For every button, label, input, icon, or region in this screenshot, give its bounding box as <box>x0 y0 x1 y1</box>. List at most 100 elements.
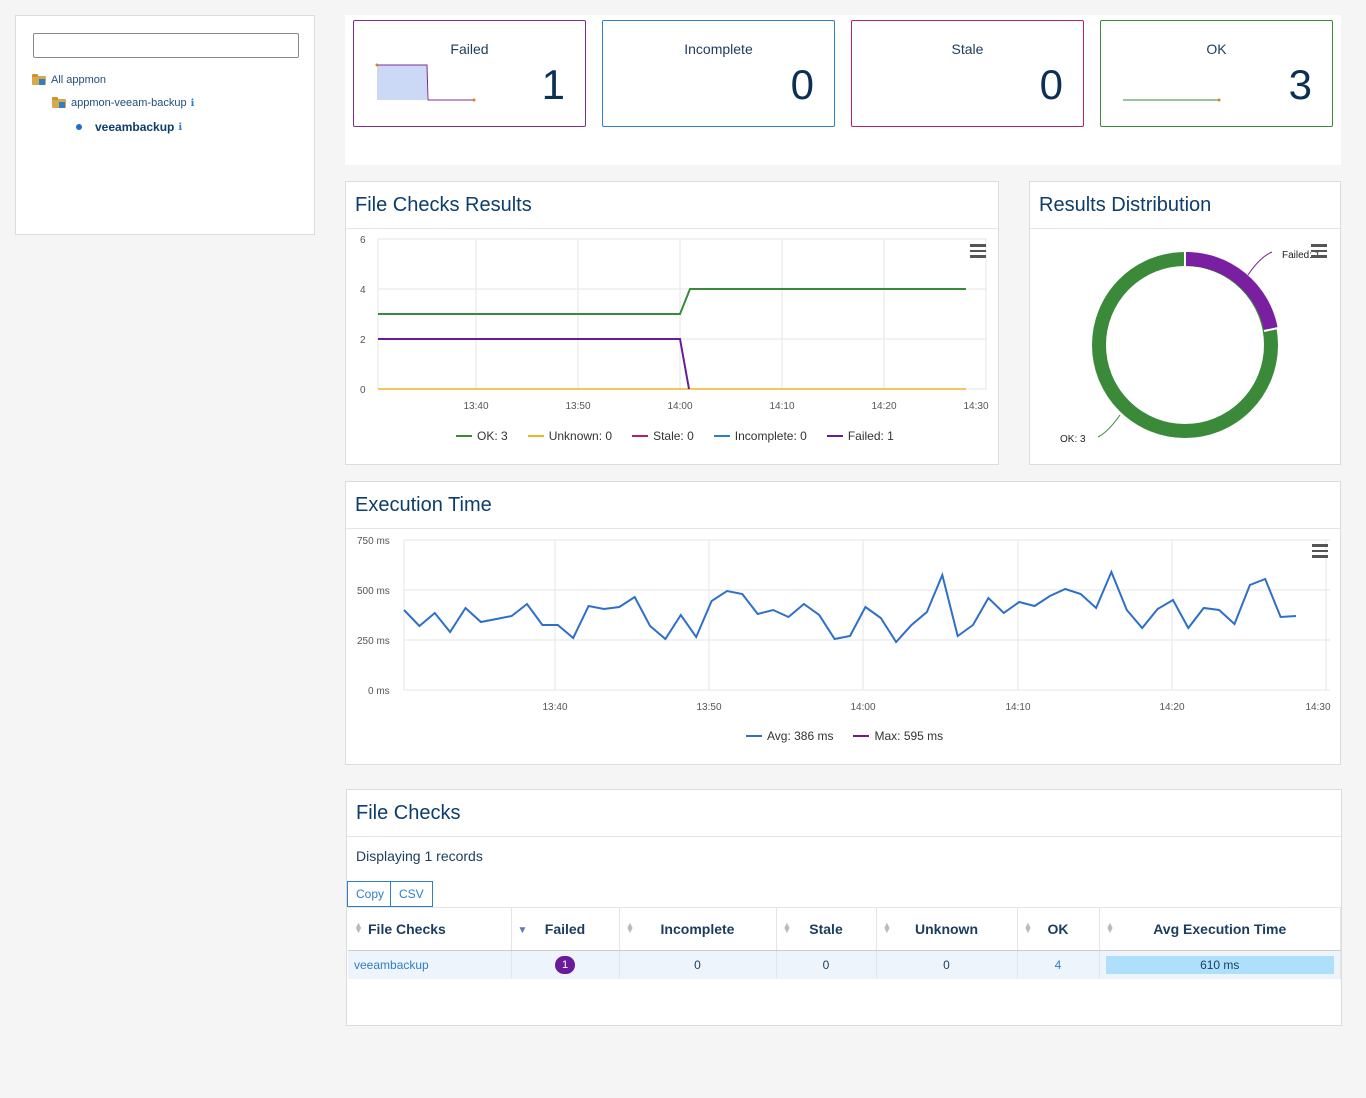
tree-search-input[interactable] <box>33 33 299 58</box>
legend-item-failed[interactable]: Failed: 1 <box>826 429 894 443</box>
tree-item-label: appmon-veeam-backup <box>71 97 187 109</box>
series-line-ok <box>378 288 966 315</box>
panel-title: Results Distribution <box>1039 194 1212 216</box>
folder-icon <box>32 74 46 86</box>
panel-title: File Checks Results <box>355 194 532 216</box>
ok-count-link[interactable]: 4 <box>1054 957 1062 972</box>
x-tick-label: 14:20 <box>1159 702 1184 713</box>
info-icon[interactable]: ℹ <box>190 97 195 109</box>
x-tick-label: 13:50 <box>696 702 721 713</box>
column-header-stale[interactable]: ▲ ▼ Stale <box>776 907 877 951</box>
x-tick-labels: 13:40 13:50 14:00 14:10 14:20 14:30 <box>463 401 988 412</box>
legend-item-stale[interactable]: Stale: 0 <box>632 429 694 443</box>
y-tick-label: 2 <box>360 335 366 346</box>
file-checks-table: ▲ ▼ File Checks ▼ Failed ▲ ▼ Incomplete ▲ ▼ Sta… <box>348 907 1341 979</box>
card-title: Stale <box>951 41 984 57</box>
y-tick-label: 750 ms <box>357 536 390 547</box>
file-check-link[interactable]: veeambackup <box>354 957 429 972</box>
card-title: OK <box>1206 41 1227 57</box>
failed-sparkline <box>375 63 476 102</box>
legend-item-unknown[interactable]: Unknown: 0 <box>527 429 612 443</box>
cell-unknown: 0 <box>876 950 1018 979</box>
copy-button[interactable]: Copy <box>347 881 394 907</box>
x-tick-label: 14:30 <box>1305 702 1330 713</box>
label-ok: OK: 3 <box>1060 434 1086 445</box>
series-line-avg <box>403 569 1297 644</box>
file-checks-results-chart: 6 4 2 0 13:40 13:50 14:00 14:10 14:20 14… <box>360 235 989 412</box>
status-card-ok[interactable]: OK 3 <box>1100 20 1333 127</box>
y-tick-label: 6 <box>360 235 366 246</box>
column-header-failed[interactable]: ▼ Failed <box>511 907 620 951</box>
chart-legend: OK: 3 Unknown: 0 Stale: 0 Incomplete: 0 … <box>456 429 914 443</box>
column-header-unknown[interactable]: ▲ ▼ Unknown <box>876 907 1018 951</box>
x-tick-label: 13:40 <box>542 702 567 713</box>
card-value: 0 <box>790 61 814 108</box>
info-icon[interactable]: ℹ <box>178 121 183 133</box>
column-header-incomplete[interactable]: ▲ ▼ Incomplete <box>619 907 777 951</box>
column-header-avg-execution-time[interactable]: ▲ ▼ Avg Execution Time <box>1099 907 1341 951</box>
execution-time-chart: 750 ms 500 ms 250 ms 0 ms 13:40 13:50 14… <box>357 536 1331 713</box>
legend-item-max[interactable]: Max: 595 ms <box>853 729 943 743</box>
series-line-failed <box>378 338 690 390</box>
panel-title: File Checks <box>356 802 461 824</box>
status-card-stale[interactable]: Stale 0 <box>851 20 1084 127</box>
results-distribution-panel: Results Distribution Failed: 1 OK: 3 <box>1029 181 1341 465</box>
tree-item-label: veeambackup <box>95 120 175 134</box>
x-tick-label: 14:00 <box>850 702 875 713</box>
results-distribution-donut: Failed: 1 OK: 3 <box>1060 250 1321 445</box>
legend-item-avg[interactable]: Avg: 386 ms <box>746 729 833 743</box>
x-tick-labels: 13:40 13:50 14:00 14:10 14:20 14:30 <box>542 702 1330 713</box>
y-tick-label: 250 ms <box>357 636 390 647</box>
failed-badge[interactable]: 1 <box>555 955 575 974</box>
grid <box>403 539 1330 691</box>
status-cards-area: Failed 1 Incomplete 0 Stale 0 OK 3 <box>345 15 1341 165</box>
y-tick-label: 4 <box>360 285 366 296</box>
card-value: 0 <box>1039 61 1063 108</box>
csv-button[interactable]: CSV <box>390 881 433 907</box>
card-value: 1 <box>541 61 565 108</box>
legend-item-ok[interactable]: OK: 3 <box>456 429 508 443</box>
cell-incomplete: 0 <box>619 950 777 979</box>
tree-item-label: All appmon <box>51 74 107 86</box>
column-header-ok[interactable]: ▲ ▼ OK <box>1017 907 1100 951</box>
y-tick-label: 0 <box>360 385 366 396</box>
table-row: veeambackup 1 0 0 0 4 610 ms <box>348 950 1341 979</box>
x-tick-label: 13:40 <box>463 401 488 412</box>
cell-stale: 0 <box>776 950 877 979</box>
file-checks-panel: File Checks Displaying 1 records Copy CS… <box>346 789 1342 1026</box>
panel-title: Execution Time <box>355 494 492 516</box>
column-header-file-checks[interactable]: ▲ ▼ File Checks <box>348 907 512 951</box>
chart-menu-icon[interactable] <box>970 244 986 258</box>
x-tick-label: 14:30 <box>963 401 988 412</box>
x-tick-label: 14:00 <box>667 401 692 412</box>
status-card-failed[interactable]: Failed 1 <box>353 20 586 127</box>
x-tick-label: 14:10 <box>769 401 794 412</box>
tree-item-all-appmon[interactable]: All appmon <box>32 74 106 86</box>
x-tick-label: 14:20 <box>871 401 896 412</box>
x-tick-label: 14:10 <box>1005 702 1030 713</box>
tree-panel: All appmon appmon-veeam-backup ℹ veeamba… <box>15 15 315 235</box>
ok-sparkline <box>1123 98 1221 102</box>
y-tick-labels: 750 ms 500 ms 250 ms 0 ms <box>357 536 390 697</box>
tree-item-veeambackup[interactable]: veeambackup ℹ <box>76 120 182 134</box>
tree-item-appmon-veeam-backup[interactable]: appmon-veeam-backup ℹ <box>52 97 194 109</box>
avg-execution-bar: 610 ms <box>1105 955 1334 974</box>
card-title: Failed <box>450 41 489 57</box>
card-title: Incomplete <box>684 41 753 57</box>
status-card-incomplete[interactable]: Incomplete 0 <box>602 20 835 127</box>
legend-item-incomplete[interactable]: Incomplete: 0 <box>713 429 807 443</box>
chart-menu-icon[interactable] <box>1311 244 1327 258</box>
folder-icon <box>52 97 66 109</box>
chart-legend: Avg: 386 ms Max: 595 ms <box>746 729 963 743</box>
chart-menu-icon[interactable] <box>1312 544 1328 558</box>
slice-failed <box>1184 251 1278 332</box>
records-count: Displaying 1 records <box>356 848 483 864</box>
card-value: 3 <box>1288 61 1312 108</box>
y-tick-label: 500 ms <box>357 586 390 597</box>
file-checks-results-panel: File Checks Results 6 4 2 0 13:40 13:50 … <box>345 181 999 465</box>
y-tick-label: 0 ms <box>368 686 390 697</box>
y-tick-labels: 6 4 2 0 <box>360 235 366 396</box>
execution-time-panel: Execution Time 750 ms 500 ms 250 ms 0 ms… <box>345 481 1341 765</box>
label-failed: Failed: 1 <box>1282 250 1321 261</box>
x-tick-label: 13:50 <box>565 401 590 412</box>
